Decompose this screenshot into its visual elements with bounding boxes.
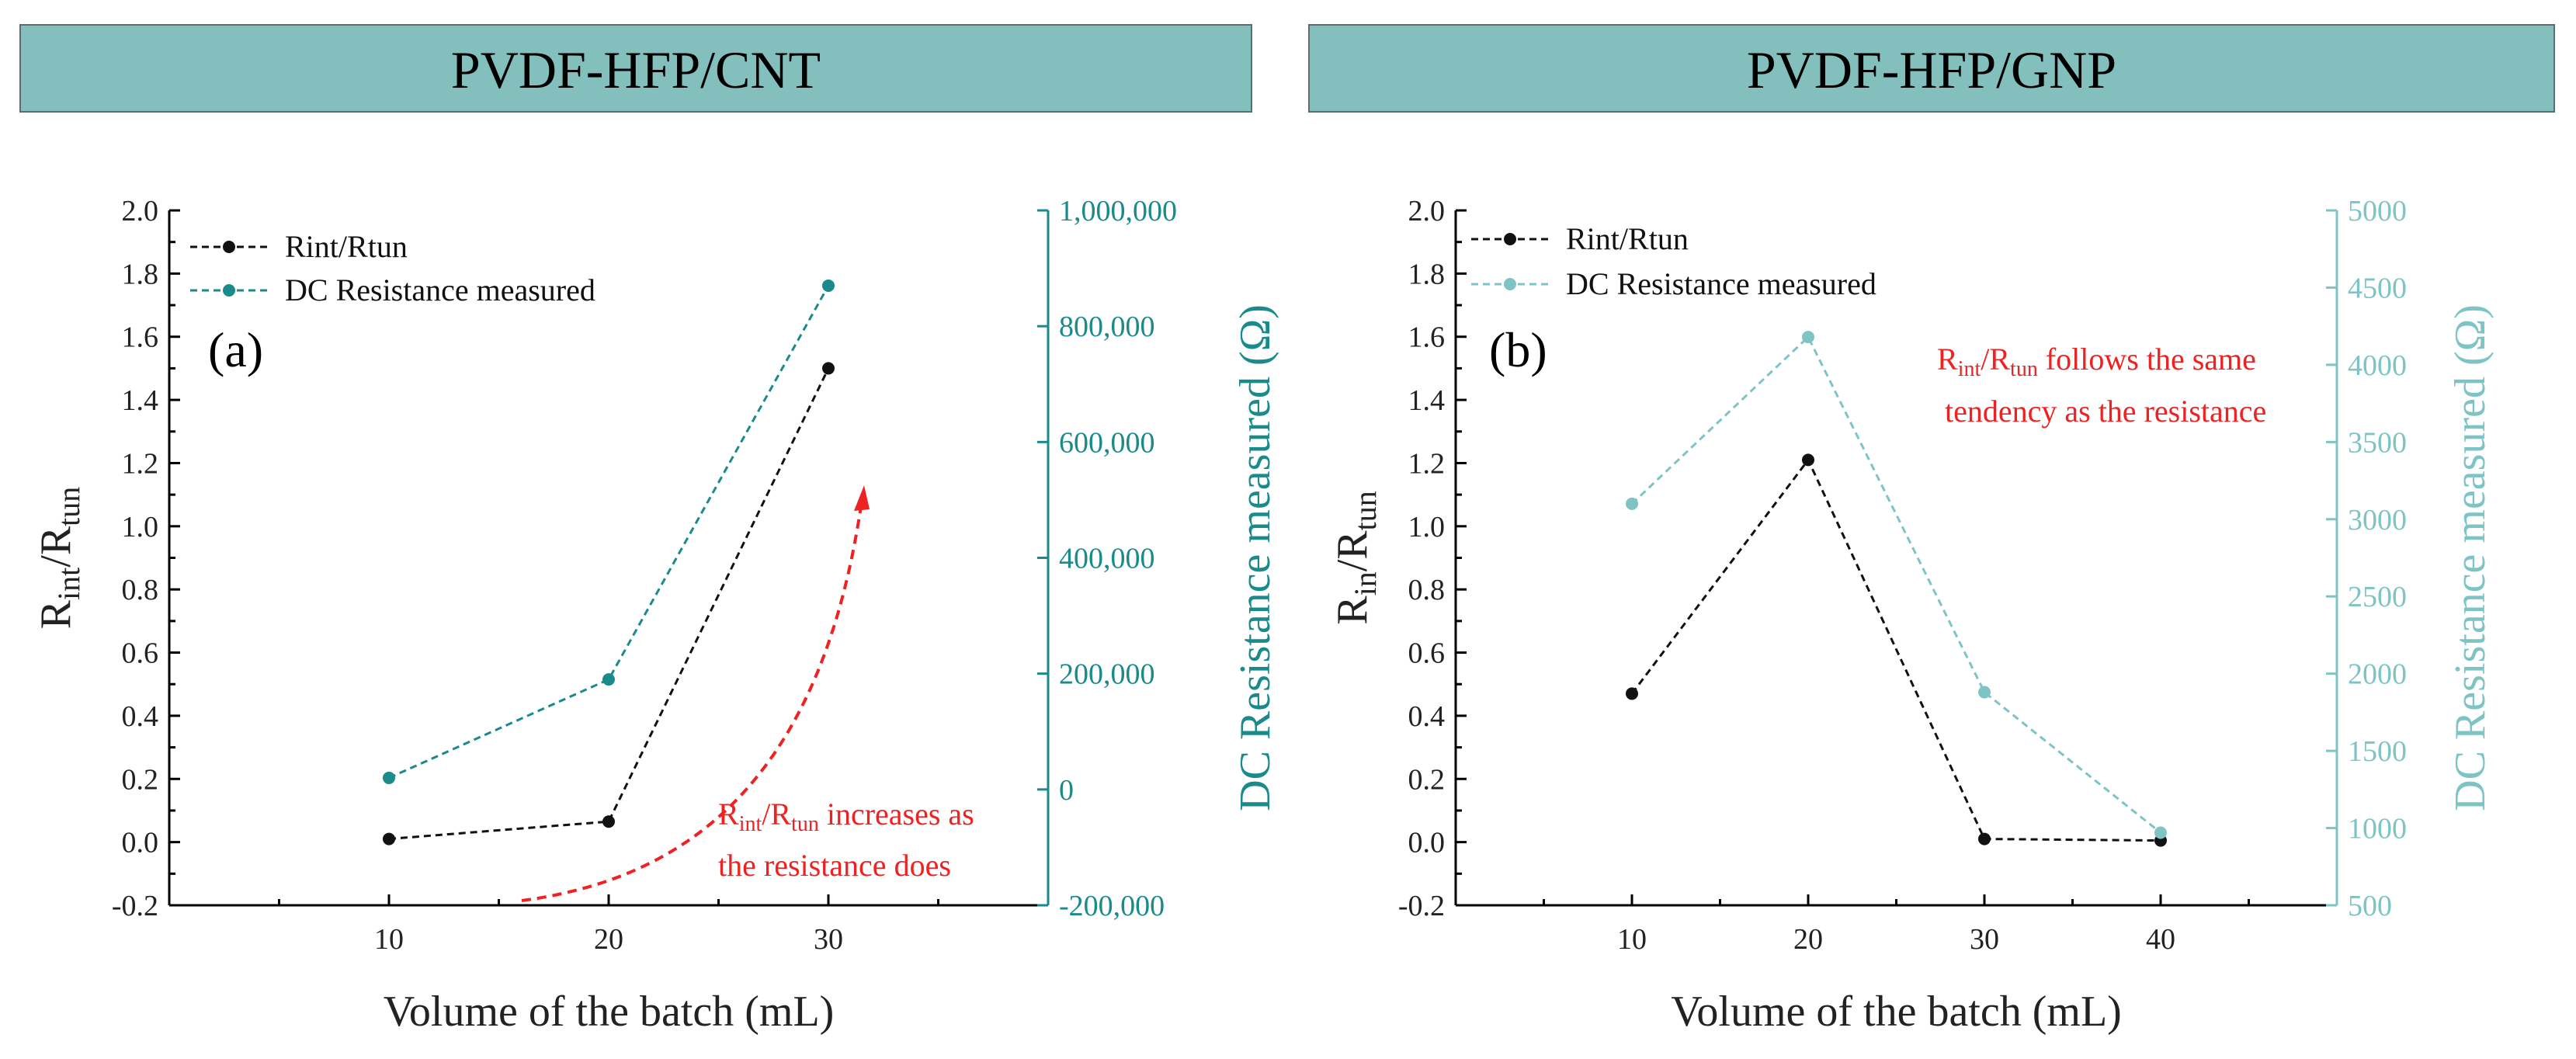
series-dc-resistance-line bbox=[1630, 335, 2161, 834]
y-tick-label: 0.6 bbox=[122, 637, 159, 670]
y2-tick-label: 1,000,000 bbox=[1059, 195, 1177, 227]
y2-tick-label: 4500 bbox=[2348, 272, 2407, 304]
rint-rtun-point bbox=[822, 362, 835, 375]
dc-resistance-point bbox=[383, 771, 395, 784]
y2-tick-label: 800,000 bbox=[1059, 311, 1155, 343]
trend-arrow-path bbox=[521, 500, 863, 902]
annotation-a-line1: Rint/Rtun increases as bbox=[718, 797, 974, 836]
x-tick-label: 20 bbox=[1793, 923, 1823, 956]
y2-tick-label: 600,000 bbox=[1059, 426, 1155, 459]
banner-right-box bbox=[1308, 24, 2555, 113]
dc-resistance-point bbox=[1802, 331, 1814, 344]
y-tick-label: 1.0 bbox=[122, 511, 159, 543]
x-tick-label: 30 bbox=[1970, 923, 1999, 956]
series-dc-resistance-line bbox=[388, 285, 830, 779]
chart-panel-b: Rint/Rtun follows the same tendency as t… bbox=[1328, 195, 2494, 1036]
y-tick-label: 1.0 bbox=[1408, 511, 1446, 543]
y-tick-label: 0.4 bbox=[122, 700, 159, 733]
panel-a-trend-arrow bbox=[521, 485, 870, 902]
legend-dc-resistance: DC Resistance measured bbox=[285, 273, 595, 307]
panel-label: (b) bbox=[1489, 322, 1547, 377]
banner-left-title: PVDF-HFP/CNT bbox=[451, 40, 821, 99]
y-tick-label: -0.2 bbox=[112, 890, 158, 922]
legend-marker bbox=[1504, 233, 1516, 245]
y-tick-label: 0.4 bbox=[1408, 700, 1446, 733]
y2-tick-label: 3000 bbox=[2348, 504, 2407, 536]
banner-left: PVDF-HFP/CNT bbox=[19, 24, 1252, 113]
legend-rint-rtun: Rint/Rtun bbox=[1566, 221, 1689, 256]
y-tick-label: 2.0 bbox=[1408, 195, 1446, 227]
banner-right: PVDF-HFP/GNP bbox=[1308, 24, 2555, 113]
y2-tick-label: 400,000 bbox=[1059, 543, 1155, 575]
panel-a-annotation: Rint/Rtun increases as the resistance do… bbox=[718, 797, 974, 883]
y-tick-label: 1.4 bbox=[1408, 384, 1446, 417]
series-rint-rtun-line bbox=[388, 367, 830, 841]
y-tick-label: -0.2 bbox=[1398, 890, 1445, 922]
x-tick-label: 40 bbox=[2146, 923, 2175, 956]
chart-panel-a: Rint/Rtun increases as the resistance do… bbox=[32, 195, 1279, 1036]
y-tick-label: 0.0 bbox=[122, 827, 159, 859]
y-tick-label: 1.4 bbox=[122, 384, 159, 417]
panel-b-annotation: Rint/Rtun follows the same tendency as t… bbox=[1937, 342, 2266, 429]
rint-rtun-point bbox=[602, 815, 615, 828]
x-tick-label: 30 bbox=[814, 923, 843, 956]
y-tick-label: 0.6 bbox=[1408, 637, 1446, 670]
y-tick-label: 0.2 bbox=[122, 763, 159, 796]
y-tick-label: 0.0 bbox=[1408, 827, 1446, 859]
y-tick-label: 0.8 bbox=[1408, 574, 1446, 606]
panel-label: (a) bbox=[208, 322, 263, 377]
y2-axis-title: DC Resistance measured (Ω) bbox=[2446, 304, 2494, 811]
banner-left-box bbox=[19, 24, 1252, 113]
dc-resistance-point bbox=[822, 279, 835, 292]
banner-right-title: PVDF-HFP/GNP bbox=[1747, 40, 2116, 99]
rint-rtun-point bbox=[1802, 453, 1814, 467]
y2-tick-label: 2000 bbox=[2348, 658, 2407, 691]
y2-tick-label: -200,000 bbox=[1059, 890, 1165, 922]
y-tick-label: 0.8 bbox=[122, 574, 159, 606]
rint-rtun-point bbox=[1978, 832, 1991, 845]
legend-dc-resistance: DC Resistance measured bbox=[1566, 266, 1876, 301]
y2-tick-label: 2500 bbox=[2348, 581, 2407, 613]
y2-tick-label: 5000 bbox=[2348, 195, 2407, 227]
rint-rtun-point bbox=[383, 832, 395, 845]
annotation-b-line1: Rint/Rtun follows the same bbox=[1937, 342, 2256, 381]
trend-arrow-head bbox=[854, 485, 870, 511]
dc-resistance-point bbox=[1626, 497, 1638, 510]
x-tick-label: 10 bbox=[1617, 923, 1647, 956]
legend-marker bbox=[223, 284, 235, 297]
dc-resistance-point bbox=[1978, 686, 1991, 699]
y-tick-label: 0.2 bbox=[1408, 763, 1446, 796]
legend-marker bbox=[223, 241, 235, 253]
y2-tick-label: 4000 bbox=[2348, 349, 2407, 382]
x-axis-title: Volume of the batch (mL) bbox=[1671, 988, 2122, 1036]
annotation-a-line2: the resistance does bbox=[718, 848, 951, 883]
y-tick-label: 1.8 bbox=[1408, 258, 1446, 290]
y2-tick-label: 3500 bbox=[2348, 426, 2407, 459]
y2-tick-label: 500 bbox=[2348, 890, 2392, 922]
series-rint-rtun-line bbox=[1630, 457, 2161, 842]
x-axis-title: Volume of the batch (mL) bbox=[384, 988, 835, 1036]
legend-marker bbox=[1504, 278, 1516, 290]
y-tick-label: 1.2 bbox=[1408, 447, 1446, 480]
y-tick-label: 2.0 bbox=[122, 195, 159, 227]
y2-tick-label: 1000 bbox=[2348, 813, 2407, 845]
x-tick-label: 10 bbox=[374, 923, 404, 956]
rint-rtun-point bbox=[1626, 687, 1638, 700]
y-axis-title: Rint/Rtun bbox=[32, 487, 86, 630]
y-tick-label: 1.6 bbox=[1408, 321, 1446, 354]
y2-axis-title: DC Resistance measured (Ω) bbox=[1231, 304, 1279, 811]
y-tick-label: 1.2 bbox=[122, 447, 159, 480]
y2-tick-label: 1500 bbox=[2348, 735, 2407, 768]
x-tick-label: 20 bbox=[594, 923, 623, 956]
y2-tick-label: 200,000 bbox=[1059, 658, 1155, 691]
legend-rint-rtun: Rint/Rtun bbox=[285, 229, 408, 264]
y-tick-label: 1.8 bbox=[122, 258, 159, 290]
y2-tick-label: 0 bbox=[1059, 774, 1074, 807]
dc-resistance-point bbox=[2154, 826, 2167, 839]
y-tick-label: 1.6 bbox=[122, 321, 159, 354]
annotation-b-line2: tendency as the resistance bbox=[1945, 394, 2266, 429]
dc-resistance-point bbox=[602, 673, 615, 686]
y-axis-title: Rin/Rtun bbox=[1328, 491, 1383, 625]
